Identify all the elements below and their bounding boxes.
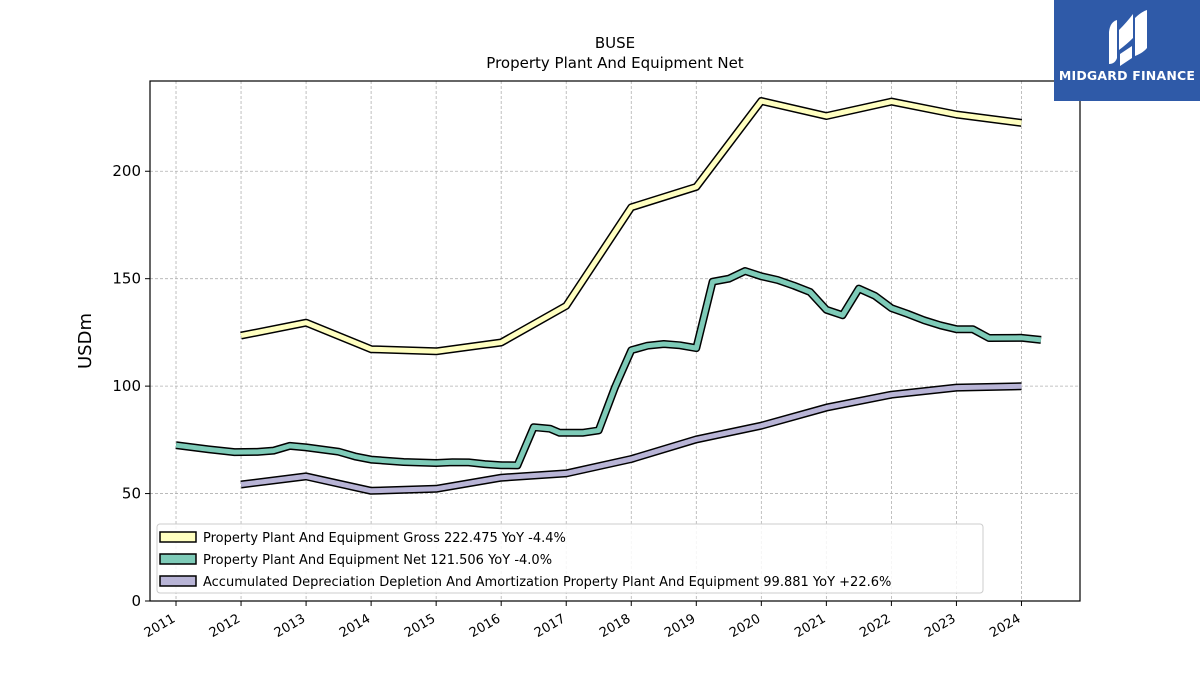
y-tick-label: 150	[112, 270, 141, 288]
series-lines	[175, 97, 1042, 495]
y-tick-label: 200	[112, 162, 141, 180]
y-tick-label: 0	[131, 592, 141, 610]
x-tick-label: 2019	[662, 611, 698, 641]
series-line-1	[175, 268, 1042, 468]
legend-label-2: Accumulated Depreciation Depletion And A…	[203, 575, 891, 590]
legend-label-0: Property Plant And Equipment Gross 222.4…	[203, 531, 566, 546]
x-tick-label: 2020	[727, 611, 763, 641]
y-tick-label: 50	[122, 485, 141, 503]
midgard-logo-icon	[1109, 10, 1147, 66]
x-tick-label: 2022	[857, 611, 893, 641]
brand-logo: MIDGARD FINANCE	[1054, 0, 1200, 101]
x-tick-label: 2012	[207, 611, 243, 641]
x-tick-label: 2018	[597, 611, 633, 641]
x-tick-label: 2015	[402, 611, 438, 641]
plot-frame	[149, 80, 1081, 602]
x-tick-label: 2023	[922, 611, 958, 641]
series-line-2	[240, 383, 1022, 494]
legend-box	[156, 523, 984, 594]
legend-label-1: Property Plant And Equipment Net 121.506…	[203, 553, 552, 568]
y-tick-label: 100	[112, 377, 141, 395]
x-tick-label: 2011	[142, 611, 178, 641]
y-axis: 0 50 100 150 200	[112, 162, 150, 610]
x-tick-label: 2024	[987, 611, 1023, 641]
legend-swatch-0	[159, 531, 197, 543]
x-tick-label: 2014	[337, 611, 373, 641]
y-axis-label: USDm	[75, 313, 96, 369]
grid	[150, 81, 1080, 602]
series-line-0	[240, 98, 1022, 354]
x-axis: 2011 2012 2013 2014 2015 2016 2017 2018 2019 2020…	[142, 601, 1023, 641]
chart-title: BUSE	[595, 34, 635, 52]
x-tick-label: 2021	[792, 611, 828, 641]
x-tick-label: 2016	[467, 611, 503, 641]
legend: Property Plant And Equipment Gross 222.4…	[156, 523, 984, 594]
x-tick-label: 2017	[532, 611, 568, 641]
legend-swatch-2	[159, 575, 197, 587]
chart-subtitle: Property Plant And Equipment Net	[486, 54, 743, 72]
x-tick-label: 2013	[272, 611, 308, 641]
legend-swatch-1	[159, 553, 197, 565]
brand-name: MIDGARD FINANCE	[1058, 68, 1196, 83]
